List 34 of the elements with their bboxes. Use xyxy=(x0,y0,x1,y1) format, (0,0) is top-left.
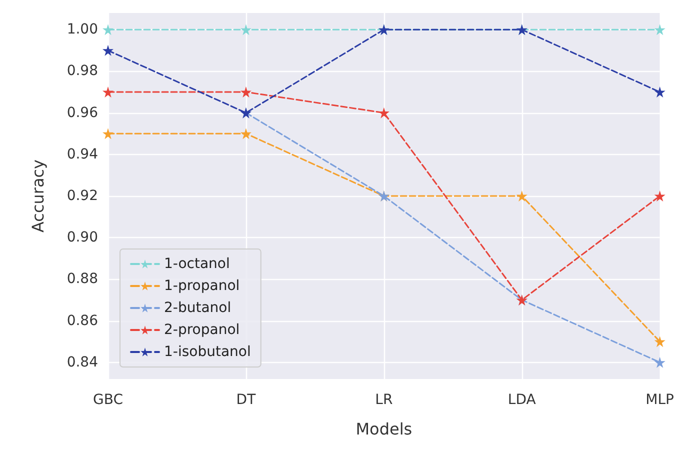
legend-label: 2-butanol xyxy=(164,300,232,316)
y-tick-label: 0.92 xyxy=(66,188,98,204)
x-tick-label: GBC xyxy=(93,392,124,408)
point xyxy=(654,336,666,348)
legend-label: 1-octanol xyxy=(164,256,230,272)
y-tick-label: 0.98 xyxy=(66,63,98,80)
y-tick-label: 1.00 xyxy=(66,22,98,38)
x-tick-label: DT xyxy=(236,392,256,408)
point xyxy=(240,86,252,98)
point xyxy=(102,86,114,98)
x-tick-label: LDA xyxy=(508,392,536,408)
point xyxy=(102,128,114,140)
x-axis-title: Models xyxy=(356,420,412,438)
legend-label: 2-propanol xyxy=(164,322,240,338)
point xyxy=(240,128,252,140)
point xyxy=(654,190,666,202)
y-tick-label: 0.88 xyxy=(66,271,98,288)
point xyxy=(516,190,528,202)
point xyxy=(240,24,252,36)
x-tick-label: MLP xyxy=(646,392,674,408)
point xyxy=(654,24,666,36)
legend-label: 1-propanol xyxy=(164,278,240,294)
point xyxy=(102,44,114,56)
y-tick-label: 0.86 xyxy=(66,312,98,329)
point xyxy=(654,86,666,98)
x-tick-label: LR xyxy=(375,392,393,408)
y-tick-label: 0.90 xyxy=(66,230,98,246)
y-axis-title: Accuracy xyxy=(28,159,48,233)
y-tick-label: 0.94 xyxy=(66,146,98,162)
point xyxy=(102,24,114,36)
point xyxy=(654,356,666,368)
y-tick-label: 0.84 xyxy=(66,354,98,370)
y-tick-label: 0.96 xyxy=(66,104,98,121)
legend-label: 1-isobutanol xyxy=(164,344,251,360)
